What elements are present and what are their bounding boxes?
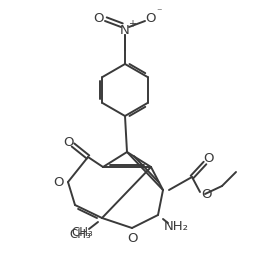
Text: O: O bbox=[128, 232, 138, 244]
Text: CH₃: CH₃ bbox=[69, 227, 91, 241]
Text: ⁻: ⁻ bbox=[156, 7, 162, 17]
Text: O: O bbox=[54, 176, 64, 190]
Text: CH₃: CH₃ bbox=[71, 227, 93, 239]
Text: O: O bbox=[94, 12, 104, 24]
Text: NH₂: NH₂ bbox=[164, 221, 188, 233]
Text: O: O bbox=[201, 189, 211, 201]
Text: O: O bbox=[146, 12, 156, 24]
Text: +: + bbox=[128, 19, 136, 29]
Text: N: N bbox=[120, 24, 130, 36]
Text: O: O bbox=[204, 153, 214, 165]
Text: O: O bbox=[63, 136, 73, 150]
